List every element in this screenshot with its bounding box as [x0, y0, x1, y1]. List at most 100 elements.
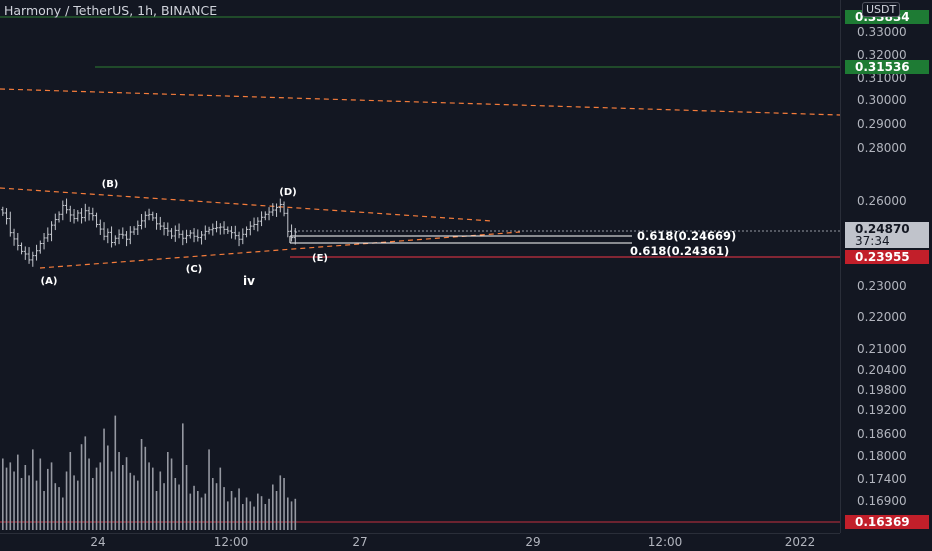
volume-bar — [92, 478, 94, 530]
time-tick: 2022 — [784, 535, 816, 549]
volume-bar — [73, 475, 75, 530]
fib-label-lower: 0.618(0.24361) — [630, 244, 730, 258]
volume-bar — [114, 415, 117, 530]
volume-bar — [174, 478, 177, 530]
volume-bar — [69, 452, 72, 530]
volume-bar — [287, 497, 289, 530]
volume-bar — [9, 462, 12, 530]
volume-bar — [20, 478, 23, 530]
volume-bar — [170, 458, 173, 530]
volume-bar — [189, 493, 192, 530]
volume-bar — [253, 506, 255, 530]
volume-bar — [24, 465, 27, 530]
volume-bar — [227, 501, 229, 530]
volume-bar — [245, 497, 248, 530]
volume-bar — [283, 478, 285, 530]
time-tick: 27 — [352, 535, 368, 549]
volume-bar — [212, 478, 214, 530]
volume-bar — [144, 446, 147, 530]
price-tick: 0.20400 — [857, 363, 907, 377]
volume-bar — [35, 480, 38, 530]
volume-bar — [65, 471, 68, 530]
volume-bar — [279, 475, 282, 530]
fib-label-upper: 0.618(0.24669) — [637, 229, 737, 243]
price-label-mid: 0.31536 — [845, 60, 929, 74]
volume-bar — [88, 458, 90, 530]
volume-bar — [148, 462, 150, 530]
volume-bar — [103, 428, 105, 530]
volume-bar — [268, 498, 270, 530]
wave-label-a: (A) — [40, 276, 58, 287]
upper-channel-line — [0, 88, 840, 116]
price-tick: 0.21000 — [857, 342, 907, 356]
volume-bar — [43, 491, 45, 530]
volume-bar — [208, 449, 210, 530]
wave-label-b: (B) — [101, 179, 119, 190]
volume-bar — [140, 439, 143, 530]
wave-label-c: (C) — [185, 264, 203, 275]
price-label-current: 0.24870 — [845, 222, 929, 236]
time-axis[interactable]: 24 12:00 27 29 12:00 2022 — [0, 533, 840, 551]
volume-bar — [223, 487, 225, 530]
price-axis[interactable]: 0.33000 0.32000 0.31000 0.30000 0.29000 0.280… — [840, 0, 932, 533]
price-chart[interactable] — [0, 0, 840, 533]
volume-bar — [242, 504, 244, 530]
volume-bar — [107, 445, 109, 530]
volume-bar — [294, 498, 297, 530]
time-tick: 29 — [525, 535, 541, 549]
volume-bar — [62, 497, 64, 530]
volume-bar — [80, 444, 83, 530]
volume-bar — [99, 462, 102, 530]
volume-bar — [155, 491, 158, 530]
price-tick: 0.26000 — [857, 194, 907, 208]
volume-bar — [13, 471, 15, 530]
volume-bar — [159, 471, 162, 530]
price-label-support: 0.23955 — [845, 250, 929, 264]
volume-bar — [290, 501, 293, 530]
volume-bar — [249, 501, 252, 530]
volume-bar — [50, 462, 53, 530]
price-tick: 0.31000 — [857, 71, 907, 85]
volume-bar — [167, 452, 169, 530]
price-tick: 0.18600 — [857, 427, 907, 441]
price-tick: 0.19200 — [857, 403, 907, 417]
volume-bar — [152, 467, 154, 530]
volume-bar — [110, 471, 113, 530]
volume-bar — [238, 488, 240, 530]
volume-bar — [129, 472, 132, 530]
price-tick: 0.29000 — [857, 117, 907, 131]
volume-bar — [264, 504, 267, 530]
time-tick: 12:00 — [647, 535, 683, 549]
volume-bar — [197, 491, 199, 530]
volume-bar — [58, 487, 60, 530]
volume-bar — [5, 467, 8, 530]
price-tick: 0.32000 — [857, 48, 907, 62]
symbol-title[interactable]: Harmony / TetherUS, 1h, BINANCE — [4, 3, 218, 18]
wave-label-iv: iv — [243, 274, 255, 288]
price-label-bottom: 0.16369 — [845, 515, 929, 529]
currency-button[interactable]: USDT — [862, 2, 901, 17]
volume-bar — [133, 475, 135, 530]
volume-bar — [260, 496, 263, 530]
volume-bar — [84, 436, 87, 530]
volume-bar — [178, 484, 180, 530]
triangle-upper-line — [0, 187, 493, 222]
volume-bar — [230, 491, 233, 530]
wave-label-e: (E) — [312, 253, 328, 264]
volume-bar — [215, 483, 218, 530]
volume-bar — [28, 475, 30, 530]
price-tick: 0.18000 — [857, 449, 907, 463]
price-tick: 0.30000 — [857, 93, 907, 107]
price-tick: 0.16900 — [857, 494, 907, 508]
volume-bar — [39, 458, 42, 530]
volume-bar — [204, 493, 207, 530]
volume-bar — [185, 465, 188, 530]
volume-bar — [95, 467, 98, 530]
volume-bar — [77, 480, 79, 530]
price-tick: 0.22000 — [857, 310, 907, 324]
time-tick: 24 — [90, 535, 106, 549]
volume-bar — [137, 480, 139, 530]
price-tick: 0.33000 — [857, 25, 907, 39]
volume-bar — [32, 449, 34, 530]
price-tick: 0.28000 — [857, 141, 907, 155]
